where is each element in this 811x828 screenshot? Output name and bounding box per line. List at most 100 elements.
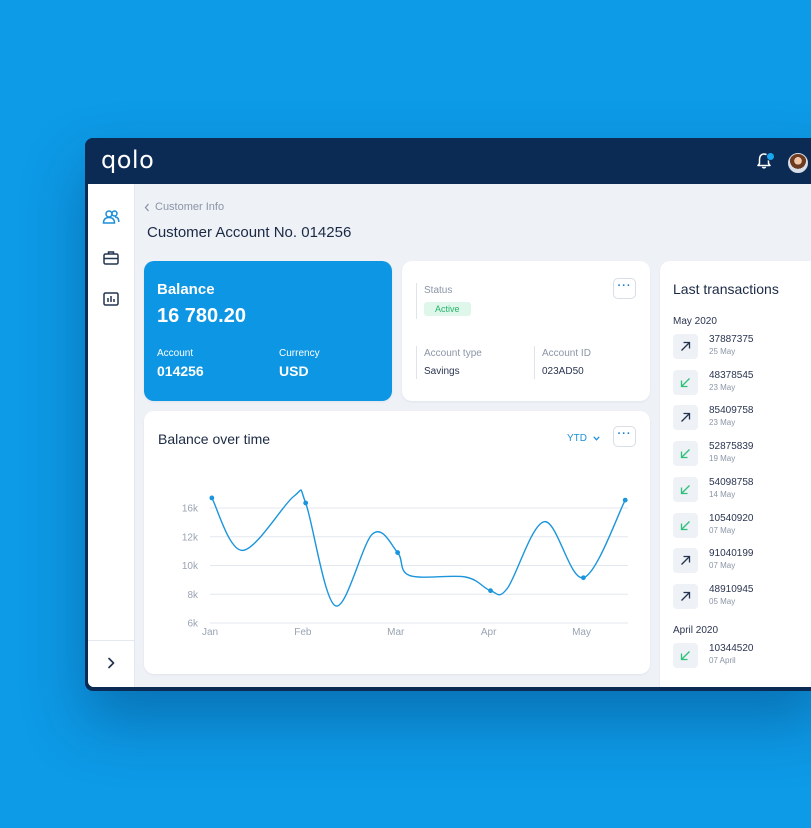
transaction-direction <box>673 512 698 538</box>
balance-chart-card: Balance over time YTD ··· 6k 8k 10k 12k 16k J… <box>144 411 650 674</box>
chart-title: Balance over time <box>158 431 271 447</box>
transaction-id: 85409758 <box>709 405 754 417</box>
transaction-id: 48378545 <box>709 369 754 381</box>
y-tick-label: 16k <box>182 504 199 515</box>
transaction-row[interactable]: 10344520 07 April <box>673 642 811 669</box>
account-label: Account <box>157 348 194 359</box>
data-point <box>209 495 215 501</box>
transaction-row[interactable]: 54098758 14 May <box>673 476 811 503</box>
transaction-date: 19 May <box>709 454 736 464</box>
x-tick-label: Feb <box>294 627 312 638</box>
arrow-up-right-icon <box>681 591 691 601</box>
transaction-row[interactable]: 48910945 05 May <box>673 583 811 610</box>
top-bar: qolo <box>85 138 811 184</box>
transaction-date: 14 May <box>709 489 736 499</box>
page-title: Customer Account No. 014256 <box>147 224 352 241</box>
status-label: Status <box>424 285 453 296</box>
breadcrumb[interactable]: Customer Info <box>144 201 224 213</box>
chevron-right-icon[interactable] <box>104 656 118 670</box>
data-point <box>395 550 401 555</box>
transaction-row[interactable]: 37887375 25 May <box>673 334 811 360</box>
transaction-direction <box>673 334 698 359</box>
y-tick-label: 10k <box>182 561 199 572</box>
balance-amount: 16 780.20 <box>157 305 246 327</box>
transaction-direction <box>673 369 698 395</box>
line-chart: 6k 8k 10k 12k 16k Jan Feb Mar Apr May <box>182 489 628 638</box>
avatar[interactable] <box>788 153 808 173</box>
logo[interactable]: qolo <box>101 146 155 174</box>
transaction-date: 05 May <box>709 596 736 606</box>
briefcase-icon[interactable] <box>102 249 120 267</box>
transaction-id: 10344520 <box>709 642 754 654</box>
data-point <box>622 497 628 503</box>
transaction-row[interactable]: 10540920 07 May <box>673 512 811 539</box>
app-window: qolo <box>85 138 811 691</box>
divider <box>534 346 535 379</box>
y-tick-label: 6k <box>187 619 199 630</box>
arrow-down-left-icon <box>680 650 690 660</box>
sidebar <box>88 184 135 687</box>
balance-label: Balance <box>157 281 215 298</box>
notification-dot <box>766 152 775 161</box>
account-id-label: Account ID <box>542 348 591 359</box>
transaction-direction <box>673 476 698 502</box>
transaction-direction <box>673 583 698 609</box>
transaction-direction <box>673 642 698 668</box>
transaction-id: 54098758 <box>709 476 754 488</box>
transaction-row[interactable]: 52875839 19 May <box>673 441 811 467</box>
transaction-direction <box>673 441 698 467</box>
x-tick-label: Mar <box>387 627 405 638</box>
transaction-date: 07 May <box>709 561 736 571</box>
breadcrumb-label: Customer Info <box>155 201 225 213</box>
month-heading: April 2020 <box>673 624 719 636</box>
month-heading: May 2020 <box>673 316 717 327</box>
chart-icon[interactable] <box>102 290 120 308</box>
arrow-up-right-icon <box>681 413 691 423</box>
range-dropdown[interactable]: YTD <box>567 433 600 444</box>
transaction-date: 23 May <box>709 382 736 392</box>
transaction-date: 07 April <box>709 655 736 665</box>
app-content: Customer Info Customer Account No. 01425… <box>88 184 811 687</box>
account-value: 014256 <box>157 363 204 379</box>
transaction-date: 07 May <box>709 525 736 535</box>
x-tick-label: Jan <box>202 627 218 638</box>
transaction-row[interactable]: 85409758 23 May <box>673 405 811 431</box>
status-card: Status Active ··· Account type Savings A… <box>402 261 650 401</box>
transaction-row[interactable]: 48378545 23 May <box>673 369 811 396</box>
chart-menu-button[interactable]: ··· <box>613 426 636 447</box>
account-type-value: Savings <box>424 366 460 377</box>
range-label: YTD <box>567 433 587 444</box>
currency-value: USD <box>279 363 309 379</box>
transaction-direction <box>673 548 698 574</box>
transaction-date: 25 May <box>709 347 736 356</box>
transaction-id: 37887375 <box>709 334 754 345</box>
chevron-left-icon <box>144 203 149 211</box>
series-line <box>211 489 626 607</box>
transaction-id: 10540920 <box>709 512 754 524</box>
chevron-down-icon <box>593 436 600 441</box>
transactions-title: Last transactions <box>673 281 779 297</box>
y-tick-label: 12k <box>182 532 199 543</box>
currency-label: Currency <box>279 348 320 359</box>
arrow-down-left-icon <box>680 520 690 530</box>
data-point <box>303 500 309 506</box>
x-tick-label: Apr <box>481 627 497 638</box>
transaction-id: 52875839 <box>709 441 754 453</box>
arrow-down-left-icon <box>680 484 690 494</box>
sidebar-expand[interactable] <box>88 640 134 687</box>
transaction-direction <box>673 405 698 431</box>
x-tick-label: May <box>572 627 591 638</box>
arrow-up-right-icon <box>681 556 691 566</box>
transaction-id: 48910945 <box>709 583 754 595</box>
status-menu-button[interactable]: ··· <box>613 278 636 299</box>
transactions-card: Last transactions May 2020 37887375 25 May… <box>660 261 811 687</box>
users-icon[interactable] <box>102 208 120 226</box>
transaction-row[interactable]: 91040199 07 May <box>673 548 811 574</box>
divider <box>416 346 417 379</box>
data-point <box>488 588 493 594</box>
account-type-label: Account type <box>424 348 482 359</box>
status-badge: Active <box>424 302 471 316</box>
arrow-down-left-icon <box>680 449 690 459</box>
data-point <box>581 575 586 581</box>
divider <box>416 283 417 319</box>
